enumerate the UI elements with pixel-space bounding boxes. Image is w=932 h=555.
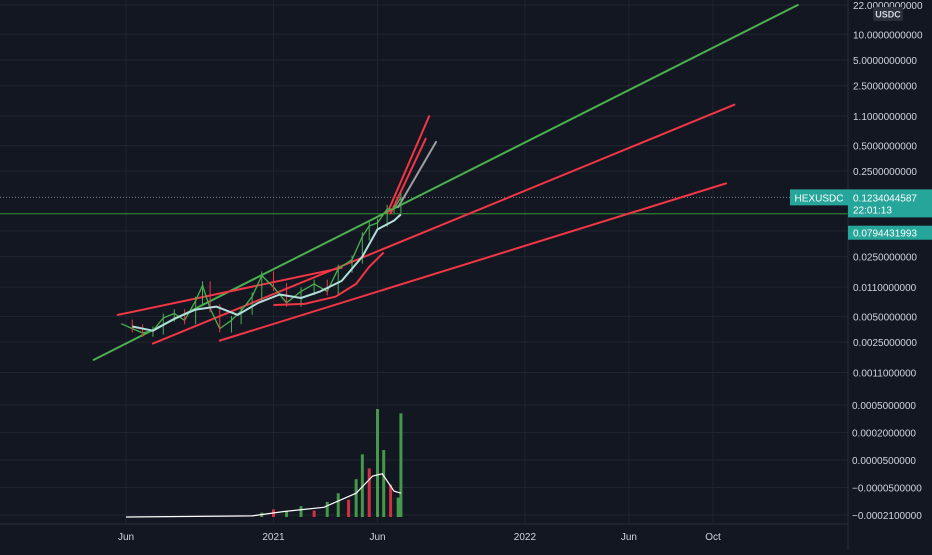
y-tick-label: 0.0025000000 — [853, 338, 917, 349]
trendline-red[interactable] — [116, 266, 343, 316]
volume-bar — [336, 493, 340, 517]
volume-ma-line — [126, 473, 402, 518]
y-tick-label: 0.0011000000 — [853, 369, 917, 380]
volume-bar — [376, 409, 380, 517]
volume-bar — [299, 506, 303, 517]
symbol-badge — [790, 189, 848, 206]
volume-pane — [126, 409, 403, 518]
hline-price-badge — [848, 225, 932, 240]
trendline-red[interactable] — [389, 137, 427, 215]
horizontal-line[interactable] — [0, 196, 848, 215]
volume-tick-label: −0.0000500000 — [852, 484, 922, 495]
hline-price-value: 0.0794431993 — [853, 229, 917, 240]
volume-bar — [312, 510, 316, 517]
x-tick-label: Jun — [118, 532, 134, 543]
y-tick-label: 0.0110000000 — [853, 283, 917, 294]
volume-bar — [399, 413, 403, 517]
y-tick-label: 0.0250000000 — [853, 253, 917, 264]
currency-label: USDC — [875, 10, 901, 20]
y-tick-label: 1.1000000000 — [853, 112, 917, 123]
price-line — [120, 197, 402, 334]
symbol-label: HEXUSDC — [795, 193, 844, 204]
x-tick-label: 2022 — [514, 532, 537, 543]
volume-tick-label: 0.0002000000 — [852, 429, 916, 440]
trendline-red[interactable] — [386, 115, 431, 215]
volume-tick-label: 0.0005000000 — [852, 401, 916, 412]
last-price-value: 0.1234044587 — [853, 193, 917, 204]
lower-band-line — [273, 251, 385, 306]
moving-average-line — [132, 213, 402, 332]
trendline-red[interactable] — [218, 182, 728, 342]
y-tick-label: 5.0000000000 — [853, 56, 917, 67]
price-badges: USDC HEXUSDC 0.1234044587 22:01:13 0.079… — [790, 7, 932, 240]
x-tick-label: Oct — [705, 532, 721, 543]
volume-bar — [367, 468, 371, 517]
y-tick-label: 2.5000000000 — [853, 82, 917, 93]
last-price-badge — [848, 189, 932, 218]
volume-bar — [347, 499, 351, 517]
grid — [0, 0, 848, 523]
y-tick-label: 0.0050000000 — [853, 312, 917, 323]
volume-bar — [396, 497, 400, 517]
volume-bar — [389, 484, 393, 517]
y-tick-label: 0.5000000000 — [853, 141, 917, 152]
x-tick-label: Jun — [369, 532, 385, 543]
trendline-red[interactable] — [151, 103, 736, 345]
trendlines[interactable] — [92, 4, 799, 361]
y-tick-label: 22.0000000000 — [853, 1, 923, 12]
price-series — [120, 193, 402, 337]
volume-bar — [360, 454, 364, 517]
volume-bar — [354, 479, 358, 517]
volume-bar — [382, 450, 386, 517]
volume-tick-label: −0.0002100000 — [852, 511, 922, 522]
trendline-green[interactable] — [92, 4, 799, 361]
volume-tick-label: 0.0000500000 — [852, 456, 916, 467]
x-tick-label: Jun — [621, 532, 637, 543]
currency-badge — [873, 7, 903, 21]
trendline-gray[interactable] — [397, 140, 438, 209]
volume-bar — [325, 501, 329, 517]
bar-countdown: 22:01:13 — [853, 205, 892, 216]
y-tick-label: 10.0000000000 — [853, 30, 923, 41]
volume-bar — [285, 511, 289, 517]
y-tick-label: 0.2500000000 — [853, 167, 917, 178]
x-tick-label: 2021 — [262, 532, 285, 543]
